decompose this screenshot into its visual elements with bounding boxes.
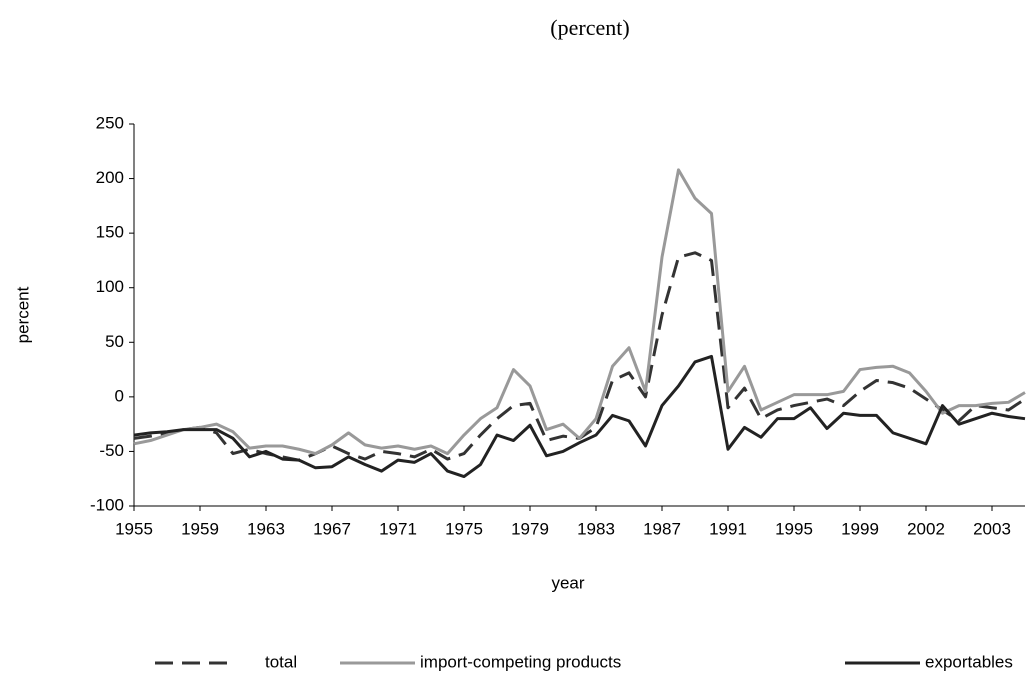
legend-label: total	[265, 652, 297, 671]
x-tick-label: 2002	[907, 519, 945, 538]
x-tick-label: 1967	[313, 519, 351, 538]
legend-label: exportables	[925, 652, 1013, 671]
legend-label: import-competing products	[420, 652, 621, 671]
y-tick-label: 50	[105, 332, 124, 351]
x-tick-label: 1987	[643, 519, 681, 538]
y-tick-label: 200	[96, 168, 124, 187]
x-tick-label: 1955	[115, 519, 153, 538]
series-line	[133, 354, 1026, 479]
x-tick-label: 1991	[709, 519, 747, 538]
y-tick-label: 150	[96, 223, 124, 242]
y-tick-label: 100	[96, 277, 124, 296]
series-line	[133, 168, 1026, 456]
y-tick-label: 0	[115, 386, 124, 405]
y-tick-label: -50	[99, 441, 124, 460]
x-tick-label: 1963	[247, 519, 285, 538]
x-tick-label: 2003	[973, 519, 1011, 538]
x-tick-label: 1999	[841, 519, 879, 538]
y-tick-label: -100	[90, 495, 124, 514]
x-tick-label: 1979	[511, 519, 549, 538]
x-tick-label: 1983	[577, 519, 615, 538]
x-tick-label: 1971	[379, 519, 417, 538]
x-tick-label: 1995	[775, 519, 813, 538]
x-tick-label: 1959	[181, 519, 219, 538]
x-tick-label: 1975	[445, 519, 483, 538]
chart-title: (percent)	[550, 15, 629, 40]
x-axis-label: year	[551, 573, 584, 592]
y-axis-label: percent	[13, 286, 32, 343]
y-tick-label: 250	[96, 113, 124, 132]
